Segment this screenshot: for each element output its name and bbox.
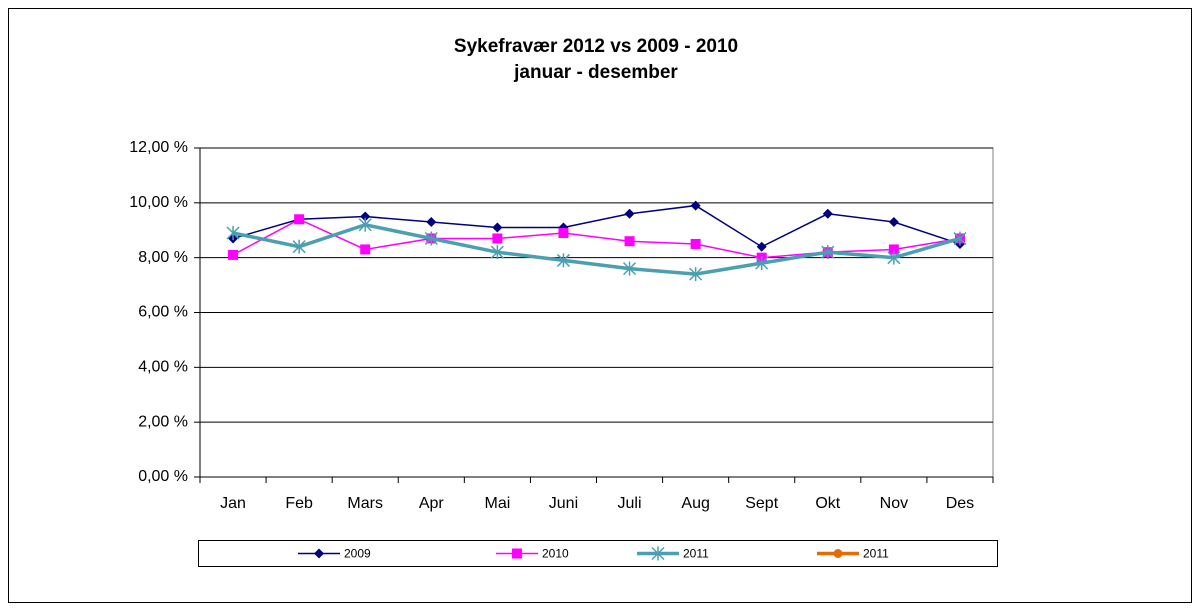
series-line: [232, 222, 961, 276]
x-tick-label: Mars: [347, 495, 383, 512]
series-line: [232, 204, 961, 248]
marker: [294, 214, 305, 225]
x-tick-label: Feb: [285, 495, 313, 512]
y-tick-label: 0,00 %: [138, 468, 188, 485]
marker: [624, 208, 635, 219]
marker: [888, 244, 899, 255]
y-tick-label: 8,00 %: [138, 249, 188, 266]
marker: [623, 261, 637, 276]
legend: 2009 2010 2011 2011: [198, 540, 998, 567]
marker: [358, 217, 372, 232]
marker: [360, 244, 371, 255]
y-tick-label: 10,00 %: [129, 194, 188, 211]
legend-marker: [833, 549, 843, 558]
legend-label: 2009: [344, 547, 371, 561]
marker: [887, 250, 901, 265]
x-tick-label: Apr: [419, 495, 445, 512]
marker: [558, 227, 569, 238]
marker: [689, 267, 703, 282]
chart-title: Sykefravær 2012 vs 2009 - 2010: [454, 36, 738, 57]
marker: [756, 241, 767, 252]
x-tick-label: Aug: [681, 495, 709, 512]
marker: [492, 233, 503, 244]
legend-marker: [651, 546, 665, 561]
marker: [888, 217, 899, 228]
x-tick-label: Jan: [220, 495, 246, 512]
marker: [228, 249, 239, 260]
marker: [426, 217, 437, 228]
y-tick-label: 2,00 %: [138, 413, 188, 430]
x-tick-label: Sept: [745, 495, 778, 512]
legend-label: 2011: [863, 547, 889, 561]
legend-label: 2011: [683, 547, 709, 561]
marker: [690, 238, 701, 249]
legend-label: 2010: [542, 547, 569, 561]
x-tick-label: Juli: [618, 495, 642, 512]
marker: [624, 236, 635, 247]
x-tick-label: Mai: [484, 495, 510, 512]
legend-marker: [314, 548, 324, 559]
chart-subtitle: januar - desember: [513, 62, 678, 83]
y-tick-label: 6,00 %: [138, 304, 188, 321]
marker: [226, 225, 240, 240]
marker: [492, 222, 503, 233]
y-tick-label: 4,00 %: [138, 359, 188, 376]
marker: [822, 208, 833, 219]
x-tick-label: Juni: [549, 495, 578, 512]
marker: [821, 245, 835, 260]
marker: [424, 231, 438, 246]
legend-marker: [512, 548, 522, 559]
y-tick-label: 12,00 %: [129, 139, 188, 156]
x-tick-label: Okt: [815, 495, 840, 512]
x-tick-label: Des: [946, 495, 974, 512]
marker: [690, 200, 701, 211]
x-tick-label: Nov: [880, 495, 908, 512]
marker: [755, 256, 769, 271]
marker: [556, 253, 570, 268]
marker: [360, 211, 371, 222]
marker: [953, 231, 967, 246]
marker: [292, 239, 306, 254]
marker: [490, 245, 504, 260]
